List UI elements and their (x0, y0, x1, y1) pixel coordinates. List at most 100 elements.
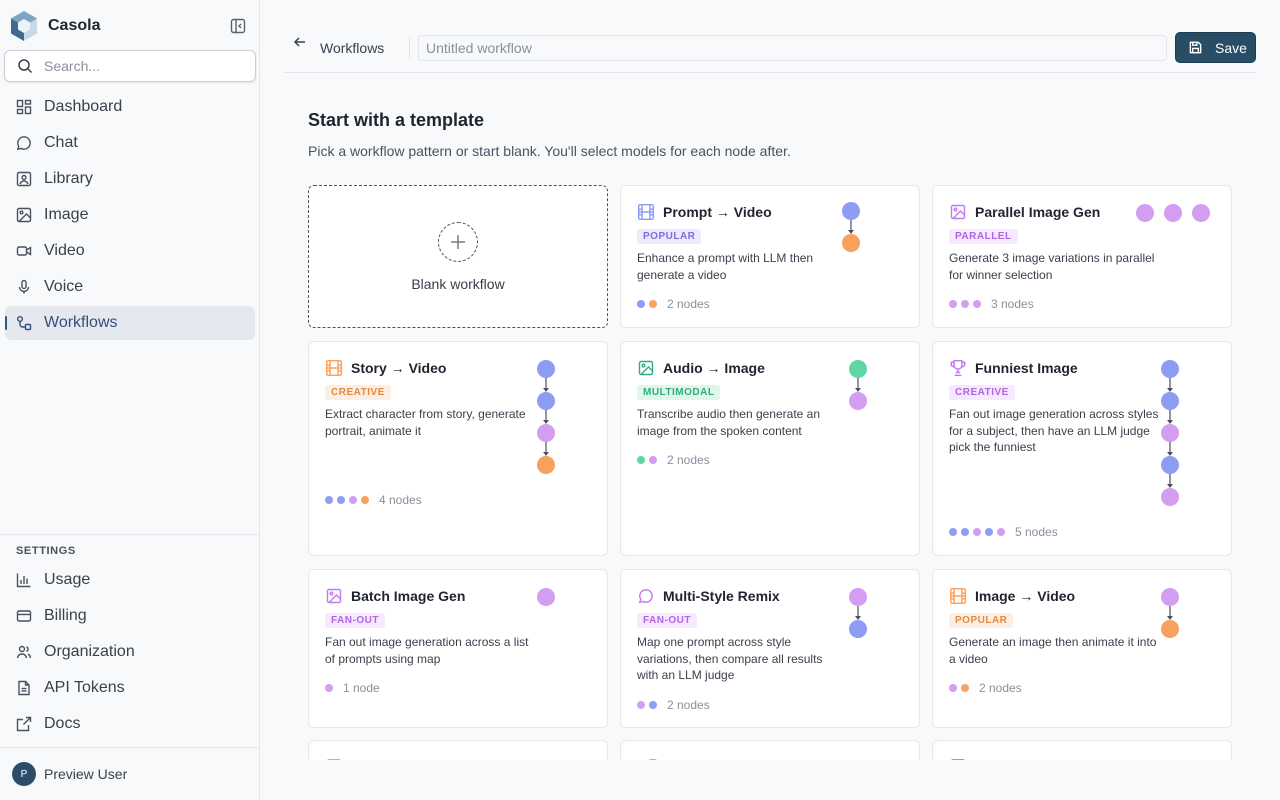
template-card[interactable]: Image → Video POPULAR Generate an image th… (932, 569, 1232, 728)
diagram-node (849, 620, 867, 638)
node-count: 5 nodes (1015, 525, 1058, 539)
node-dot (649, 300, 657, 308)
sidebar-collapse-icon[interactable] (228, 16, 248, 36)
card-title: Funniest Image (975, 360, 1078, 376)
node-summary: 1 node (325, 681, 380, 695)
node-summary: 2 nodes (637, 297, 710, 311)
node-count: 3 nodes (991, 297, 1034, 311)
sidebar: Casola Dashboard Chat Library Image Video Voi… (0, 0, 260, 800)
diagram-arrow (855, 388, 861, 392)
sidebar-item-label: Usage (44, 571, 91, 588)
sidebar-item-api-tokens[interactable]: API Tokens (5, 671, 255, 705)
diagram-node (1161, 424, 1179, 442)
template-card[interactable]: Parallel Image Gen PARALLEL Generate 3 ima… (932, 185, 1232, 328)
template-card[interactable] (620, 740, 920, 760)
blank-workflow-card[interactable]: Blank workflow (308, 185, 608, 328)
workflow-diagram (1161, 588, 1179, 638)
workflow-title-input[interactable] (418, 35, 1167, 61)
card-description: Transcribe audio then generate an image … (637, 407, 821, 438)
sidebar-item-image[interactable]: Image (5, 198, 255, 232)
trophy-icon (949, 359, 967, 377)
card-header: Parallel Image Gen (949, 203, 1100, 221)
card-icon (15, 607, 33, 625)
diagram-node (849, 360, 867, 378)
diagram-arrow (543, 420, 549, 424)
back-arrow-icon[interactable] (292, 34, 308, 50)
card-title: Multi-Style Remix (663, 588, 780, 604)
search-input[interactable] (44, 58, 234, 74)
workflow-diagram (849, 588, 867, 638)
node-dot (961, 684, 969, 692)
card-header: Funniest Image (949, 359, 1078, 377)
dashboard-icon (15, 98, 33, 116)
diagram-node (1161, 360, 1179, 378)
diagram-node (1164, 204, 1182, 222)
diagram-arrow (855, 616, 861, 620)
diagram-arrow (1167, 616, 1173, 620)
sidebar-item-usage[interactable]: Usage (5, 563, 255, 597)
category-badge: CREATIVE (949, 385, 1015, 400)
sidebar-item-dashboard[interactable]: Dashboard (5, 90, 255, 124)
sidebar-item-voice[interactable]: Voice (5, 270, 255, 304)
card-title: Story → Video (351, 360, 447, 376)
page-title: Start with a template (308, 110, 485, 130)
main-nav: Dashboard Chat Library Image Video Voice Workf… (5, 90, 255, 342)
node-dot (637, 300, 645, 308)
sidebar-item-organization[interactable]: Organization (5, 635, 255, 669)
sidebar-item-chat[interactable]: Chat (5, 126, 255, 160)
chat-icon (637, 587, 655, 605)
diagram-arrow (848, 230, 854, 234)
node-dot (961, 528, 969, 536)
video-icon (15, 242, 33, 260)
card-title: Prompt → Video (663, 204, 772, 220)
sidebar-item-library[interactable]: Library (5, 162, 255, 196)
workflow-diagram (1136, 204, 1210, 222)
template-card[interactable]: Story → Video CREATIVE Extract character f… (308, 341, 608, 556)
sidebar-item-video[interactable]: Video (5, 234, 255, 268)
template-card[interactable]: Audio → Image MULTIMODAL Transcribe audio … (620, 341, 920, 556)
image-icon (637, 359, 655, 377)
diagram-node (537, 392, 555, 410)
template-card[interactable]: Batch Image Gen FAN-OUT Fan out image gene… (308, 569, 608, 728)
settings-nav: Usage Billing Organization API Tokens Docs (5, 563, 255, 743)
template-card[interactable]: Prompt → Video POPULAR Enhance a prompt wi… (620, 185, 920, 328)
node-summary: 3 nodes (949, 297, 1034, 311)
blank-workflow-label: Blank workflow (411, 276, 505, 292)
template-card[interactable]: Multi-Style Remix FAN-OUT Map one prompt a… (620, 569, 920, 728)
card-header: Multi-Style Remix (637, 587, 780, 605)
template-card[interactable] (932, 740, 1232, 760)
brand[interactable]: Casola (9, 10, 100, 42)
category-badge: MULTIMODAL (637, 385, 721, 400)
diagram-node (537, 360, 555, 378)
divider (0, 747, 259, 748)
node-dot (349, 496, 357, 504)
sidebar-item-billing[interactable]: Billing (5, 599, 255, 633)
category-badge: CREATIVE (325, 385, 391, 400)
diagram-arrow (543, 388, 549, 392)
category-badge: FAN-OUT (637, 613, 697, 628)
sidebar-item-label: Library (44, 170, 93, 187)
user-menu[interactable]: P Preview User (12, 762, 127, 786)
avatar: P (12, 762, 36, 786)
template-card[interactable] (308, 740, 608, 760)
node-dot (361, 496, 369, 504)
category-badge: POPULAR (637, 229, 702, 244)
breadcrumb-workflows[interactable]: Workflows (320, 40, 385, 56)
users-icon (15, 643, 33, 661)
node-dot (649, 456, 657, 464)
template-card[interactable]: Funniest Image CREATIVE Fan out image gene… (932, 341, 1232, 556)
node-dot (637, 701, 645, 709)
node-count: 4 nodes (379, 493, 422, 507)
node-count: 2 nodes (667, 698, 710, 712)
film-icon (949, 587, 967, 605)
sidebar-item-workflows[interactable]: Workflows (5, 306, 255, 340)
sidebar-item-docs[interactable]: Docs (5, 707, 255, 741)
workflow-diagram (1161, 360, 1179, 506)
sidebar-item-label: Image (44, 206, 89, 223)
image-icon (325, 587, 343, 605)
sidebar-item-label: Billing (44, 607, 87, 624)
save-button[interactable]: Save (1175, 32, 1256, 63)
node-count: 1 node (343, 681, 380, 695)
node-dot (997, 528, 1005, 536)
